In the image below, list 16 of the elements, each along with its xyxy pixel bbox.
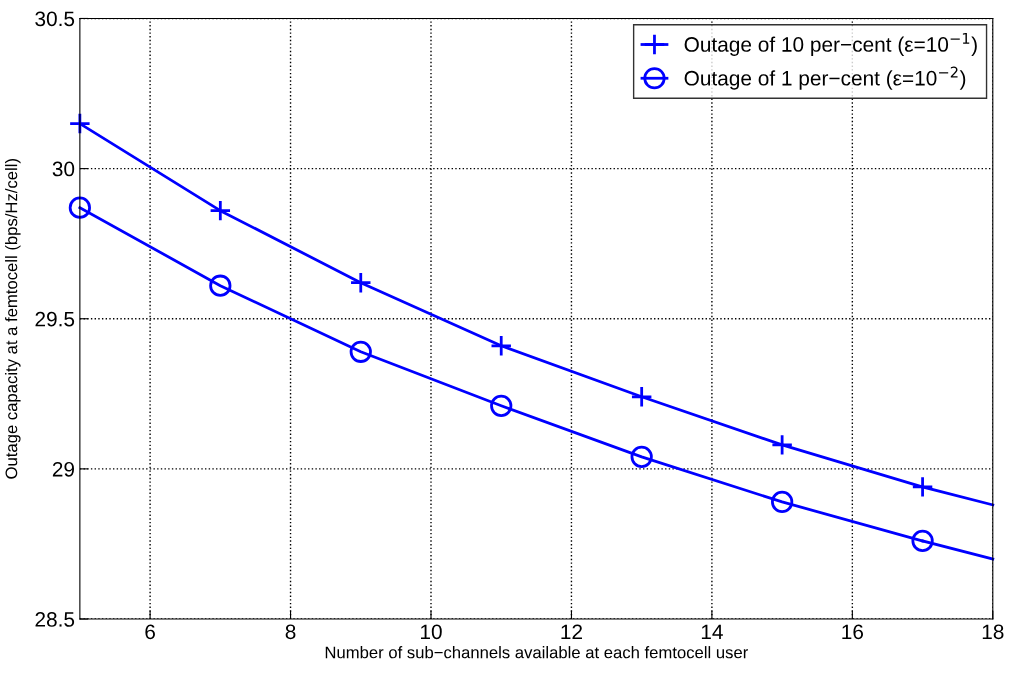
- x-axis-title: Number of sub−channels available at each femtocell user: [325, 646, 748, 659]
- legend-label: Outage of 1 per−cent (ε=10$^{−2}$): [684, 66, 966, 90]
- legend-label: Outage of 10 per−cent (ε=10$^{−1}$): [684, 33, 977, 56]
- x-tick-label: 14: [701, 624, 723, 639]
- y-tick-label: 28.5: [35, 612, 75, 627]
- x-tick-label: 10: [421, 624, 442, 640]
- y-tick-label: 29.5: [35, 311, 75, 327]
- y-tick-label: 30.5: [35, 11, 75, 27]
- x-tick-label: 8: [285, 624, 296, 640]
- x-tick-label: 16: [842, 624, 864, 640]
- y-axis-title: Outage capacity at a femtocell (bps/Hz/cell): [5, 159, 21, 479]
- x-tick-label: 6: [145, 624, 155, 640]
- x-tick-label: 12: [561, 624, 582, 639]
- y-tick-label: 30: [52, 161, 75, 177]
- y-tick-label: 29: [52, 461, 75, 477]
- x-tick-label: 18: [982, 624, 1004, 640]
